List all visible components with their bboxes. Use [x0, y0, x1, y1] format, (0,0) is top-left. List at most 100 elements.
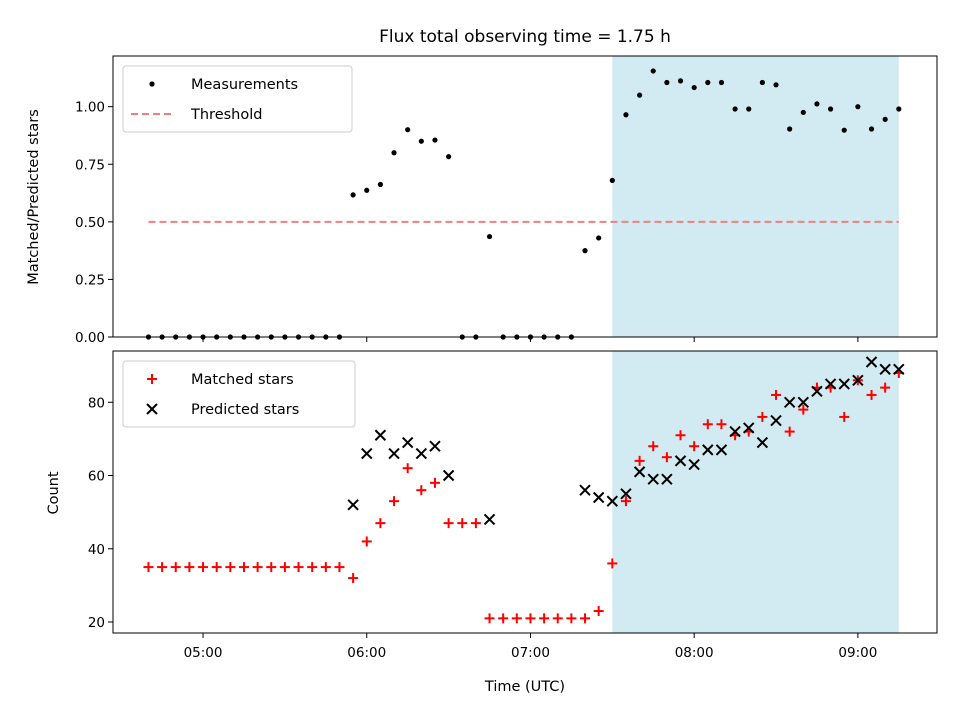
matched-stars-point — [784, 426, 795, 437]
measurements-point — [432, 137, 438, 143]
x-tick-label: 05:00 — [184, 645, 223, 661]
predicted-stars-point — [592, 491, 605, 504]
matched-stars-point — [429, 477, 440, 488]
x-tick-label: 08:00 — [675, 645, 714, 661]
bottom-ylabel: Count — [46, 471, 62, 514]
legend-label: Matched stars — [191, 372, 294, 388]
y-tick-label: 0.75 — [75, 157, 105, 173]
measurements-point — [636, 92, 643, 98]
matched-stars-point — [320, 562, 331, 573]
measurements-point — [364, 187, 370, 193]
measurements-point — [677, 78, 684, 84]
matched-stars-point — [839, 411, 850, 422]
matched-stars-point — [184, 562, 195, 573]
matched-stars-point — [484, 613, 495, 624]
measurements-point — [868, 126, 875, 132]
matched-stars-point — [539, 613, 550, 624]
y-tick-label: 20 — [88, 615, 105, 631]
matched-stars-point — [266, 562, 277, 573]
legend — [122, 360, 356, 428]
measurements-point — [486, 233, 493, 240]
matched-stars-point — [566, 613, 577, 624]
chart-title: Flux total observing time = 1.75 h — [379, 27, 671, 47]
matched-stars-point — [143, 562, 154, 573]
matched-stars-point — [416, 485, 427, 496]
x-tick-label: 07:00 — [511, 645, 550, 661]
predicted-stars-point — [674, 455, 687, 467]
matched-stars-point — [648, 441, 659, 452]
measurements-point — [609, 177, 615, 183]
y-tick-label: 60 — [88, 469, 105, 485]
x-tick-label: 09:00 — [838, 645, 877, 661]
matched-stars-point — [293, 562, 304, 573]
measurements-point — [596, 235, 602, 241]
ratio-panel: 0.00 0.25 0.50 0.75 1.00 Measurements Threshol… — [75, 55, 938, 346]
matched-stars-point — [757, 411, 768, 422]
matched-stars-point — [620, 496, 631, 507]
measurements-point — [623, 112, 629, 118]
measurements-point — [814, 101, 820, 107]
predicted-stars-point — [374, 429, 387, 441]
predicted-stars-point — [702, 444, 714, 456]
legend-label: Threshold — [190, 107, 262, 123]
matched-stars-point — [880, 382, 891, 393]
predicted-stars-point — [811, 385, 823, 397]
matched-stars-point — [634, 455, 645, 466]
matched-stars-point — [389, 496, 400, 507]
matched-stars-point — [716, 419, 727, 430]
matched-stars-point — [470, 518, 481, 529]
matched-stars-point — [334, 562, 345, 573]
y-tick-label: 0.25 — [75, 272, 105, 288]
measurements-point — [800, 109, 806, 116]
predicted-stars-point — [483, 513, 496, 526]
observing-window-span — [612, 56, 899, 337]
matched-stars-point — [661, 452, 672, 463]
measurements-point — [664, 79, 670, 86]
predicted-stars-point — [401, 436, 414, 449]
predicted-stars-point — [838, 378, 850, 390]
measurements-point — [841, 127, 847, 133]
matched-stars-point — [498, 613, 509, 624]
matched-stars-point — [443, 518, 454, 529]
y-tick-label: 0.00 — [75, 330, 105, 346]
measurements-point — [405, 127, 411, 133]
measurements-point — [350, 192, 356, 198]
predicted-stars-point — [633, 466, 646, 478]
measurements-point — [855, 104, 861, 110]
matched-stars-point — [607, 558, 618, 569]
matched-stars-point — [252, 562, 263, 573]
predicted-stars-point — [865, 356, 878, 368]
measurements-point — [582, 248, 588, 254]
matched-stars-point — [279, 562, 290, 573]
predicted-stars-point — [729, 425, 741, 438]
matched-stars-point — [702, 419, 713, 430]
matched-stars-point — [348, 573, 359, 584]
predicted-stars-point — [879, 363, 891, 376]
predicted-stars-point — [429, 440, 441, 452]
predicted-stars-point — [415, 447, 428, 460]
y-tick-label: 40 — [88, 542, 105, 558]
measurements-point — [896, 106, 902, 112]
matched-stars-point — [375, 518, 386, 529]
measurements-point — [787, 126, 793, 132]
measurements-point — [773, 82, 779, 88]
predicted-stars-point — [661, 473, 673, 485]
predicted-stars-point — [688, 458, 700, 471]
measurements-point — [446, 154, 452, 160]
matched-stars-point — [525, 613, 536, 624]
matched-stars-point — [552, 613, 563, 624]
measurements-point — [705, 79, 711, 86]
predicted-stars-point — [893, 363, 905, 376]
measurements-point — [391, 150, 397, 156]
measurements-point — [746, 106, 752, 112]
measurements-point — [418, 138, 424, 144]
predicted-stars-point — [579, 484, 591, 496]
predicted-stars-point — [606, 495, 619, 507]
predicted-stars-point — [715, 444, 728, 456]
matched-stars-point — [580, 613, 591, 624]
predicted-stars-point — [361, 447, 373, 460]
measurements-point — [827, 106, 834, 112]
matched-stars-point — [211, 562, 222, 573]
matched-stars-point — [866, 389, 877, 400]
